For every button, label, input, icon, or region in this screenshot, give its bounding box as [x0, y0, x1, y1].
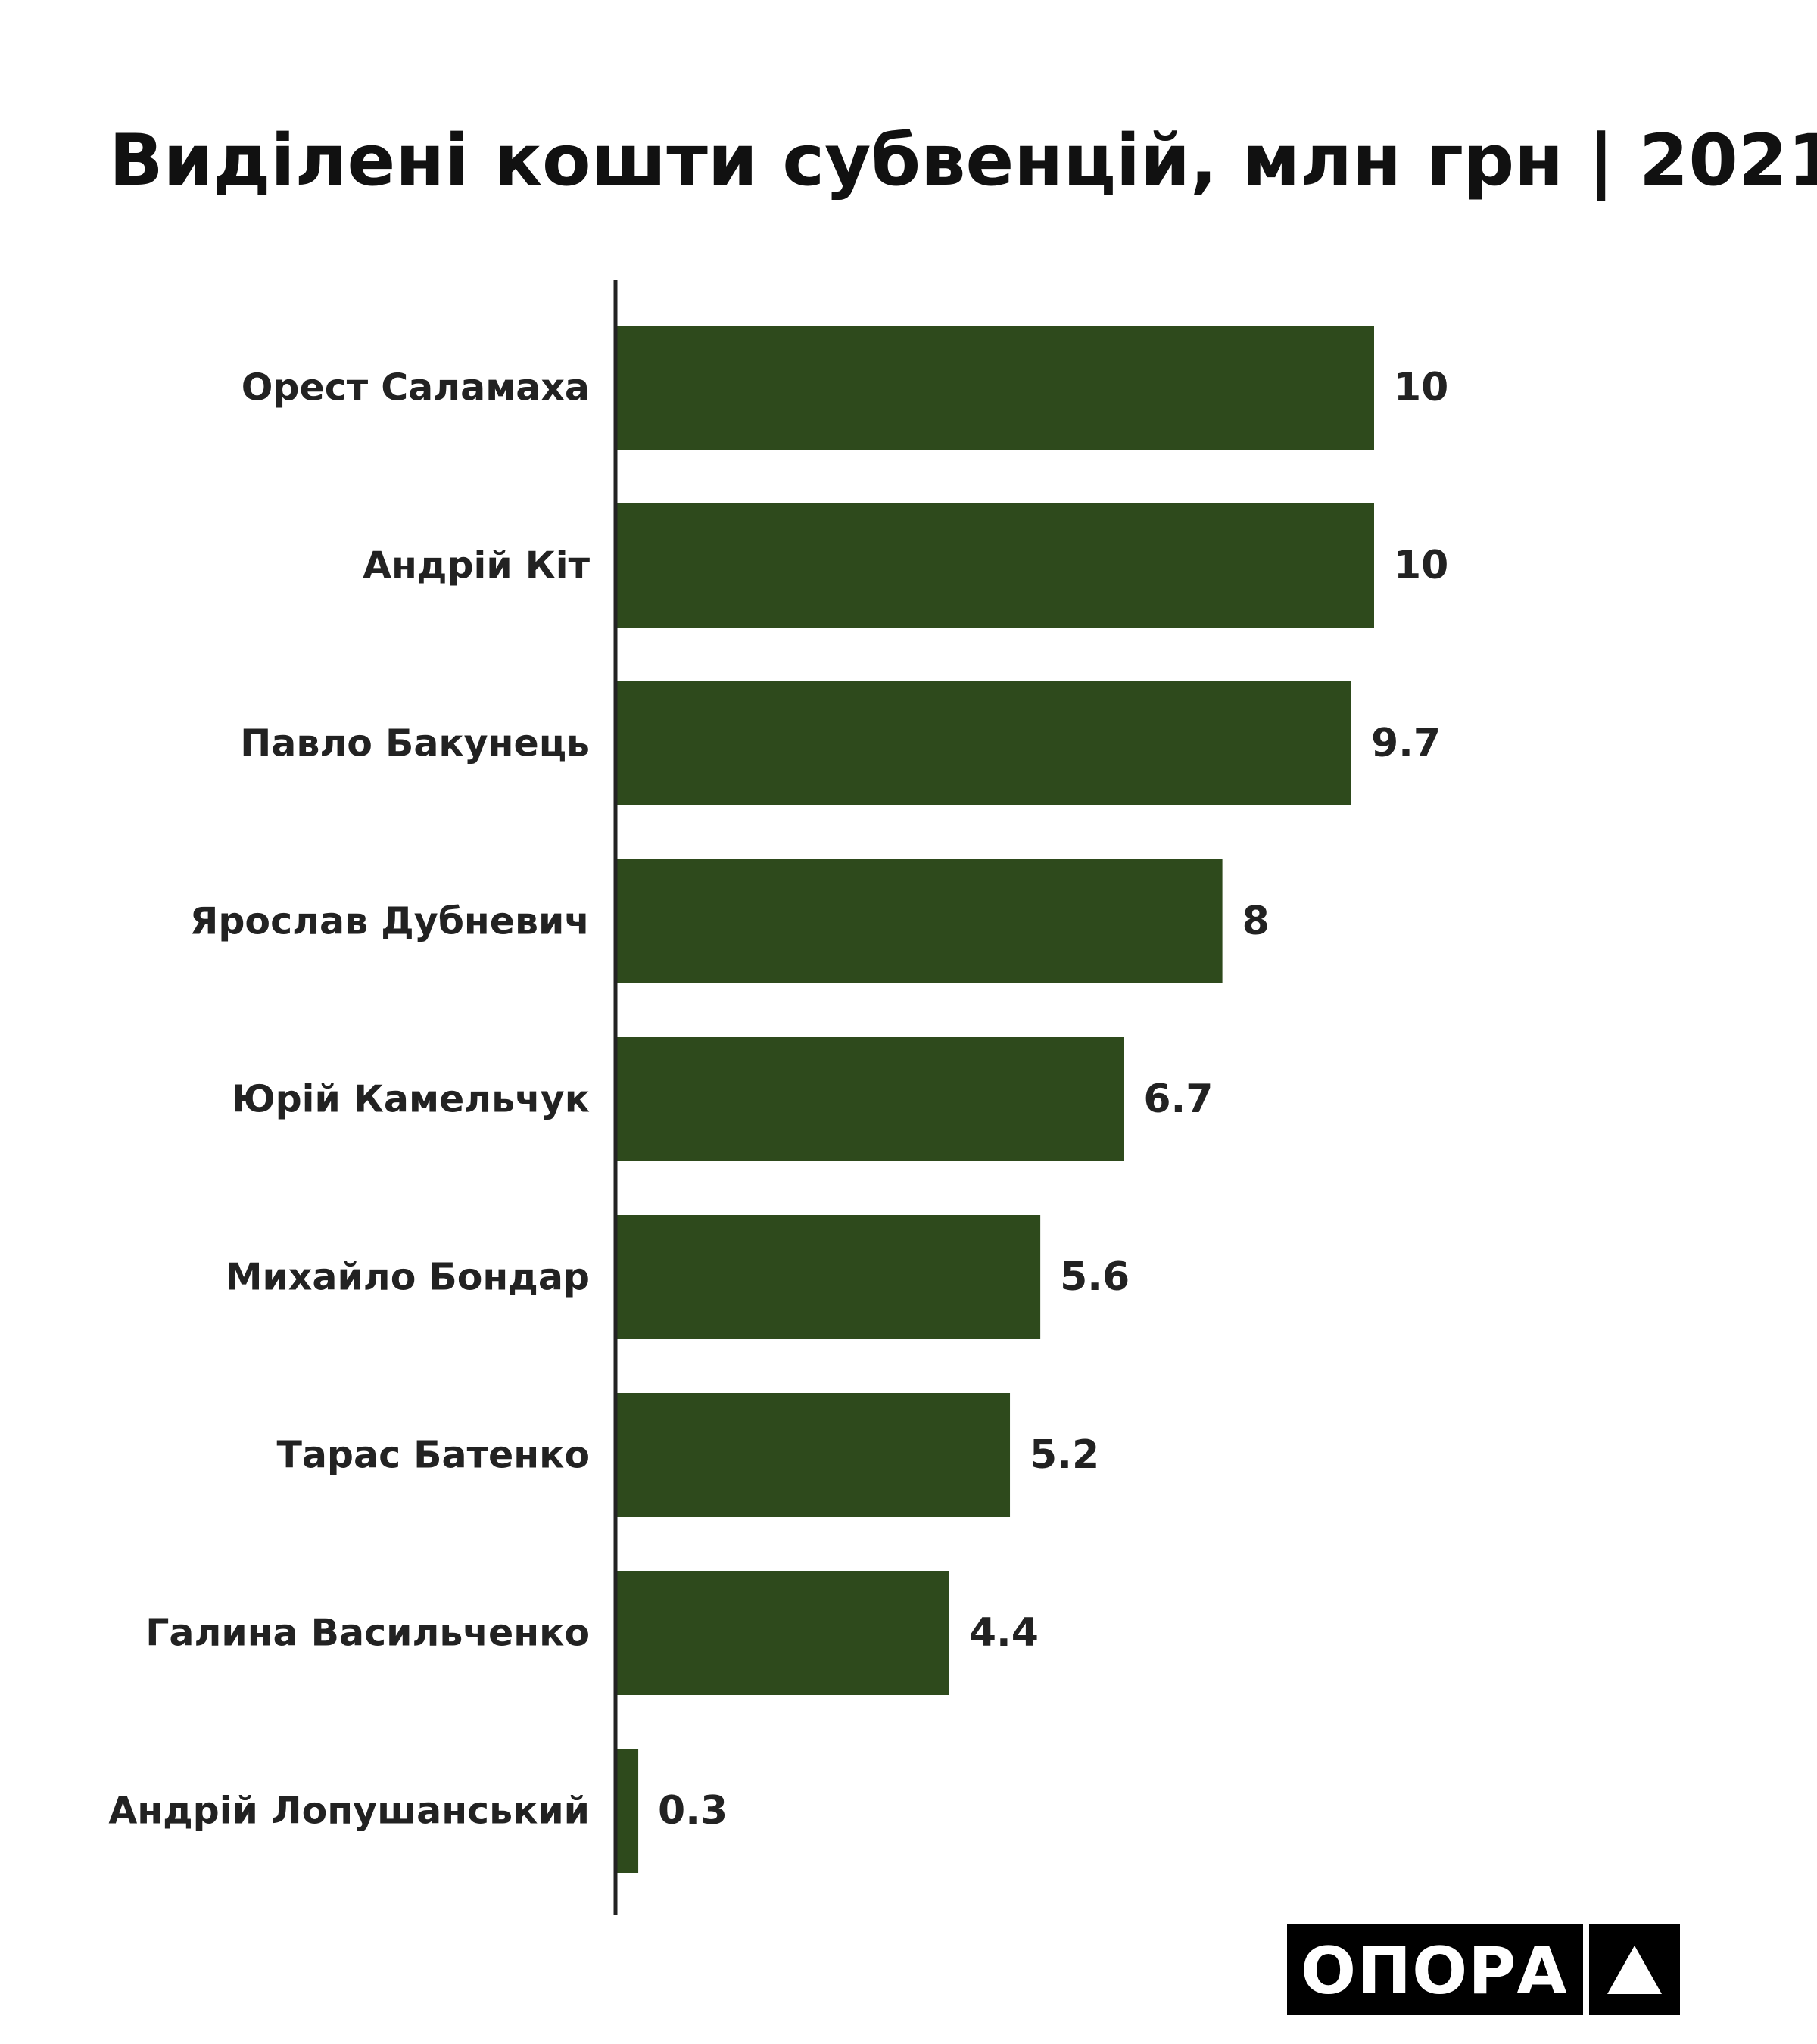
- category-label: Михайло Бондар: [226, 1256, 590, 1299]
- chart-title: Виділені кошти субвенцій, млн грн | 2021: [109, 120, 1817, 202]
- category-label: Андрій Кіт: [363, 544, 590, 587]
- value-label: 0.3: [658, 1788, 728, 1834]
- value-label: 9.7: [1371, 721, 1441, 766]
- value-label: 8: [1242, 899, 1270, 944]
- logo-text: ОПОРА: [1287, 1924, 1583, 2015]
- value-label: 6.7: [1143, 1077, 1213, 1122]
- category-label: Тарас Батенко: [276, 1434, 590, 1477]
- bar: [616, 1215, 1041, 1339]
- category-label: Андрій Лопушанський: [108, 1790, 590, 1833]
- bar: [616, 1037, 1124, 1161]
- value-labels-group: 10 10 9.7 8 6.7 5.6 5.2 4.4 0.3: [658, 365, 1448, 1834]
- value-label: 5.6: [1060, 1254, 1130, 1300]
- bar: [616, 1393, 1011, 1517]
- category-label: Ярослав Дубневич: [190, 900, 590, 943]
- bar: [616, 503, 1374, 628]
- value-label: 5.2: [1030, 1432, 1099, 1478]
- category-label: Юрій Камельчук: [232, 1078, 590, 1121]
- triangle-icon: [1588, 1924, 1680, 2015]
- bar: [616, 681, 1351, 805]
- bar: [616, 1571, 949, 1695]
- value-label: 10: [1394, 365, 1448, 410]
- category-labels-group: Орест Саламаха Андрій Кіт Павло Бакунець Яр…: [108, 366, 590, 1833]
- bar: [616, 859, 1223, 983]
- opora-logo: ОПОРА: [1287, 1924, 1680, 2015]
- category-label: Орест Саламаха: [242, 366, 590, 410]
- value-label: 10: [1394, 543, 1448, 588]
- bar: [616, 326, 1374, 450]
- bar: [616, 1749, 639, 1873]
- category-label: Павло Бакунець: [240, 722, 590, 765]
- value-label: 4.4: [969, 1610, 1039, 1656]
- bars-group: [616, 326, 1374, 1873]
- category-label: Галина Васильченко: [145, 1612, 590, 1655]
